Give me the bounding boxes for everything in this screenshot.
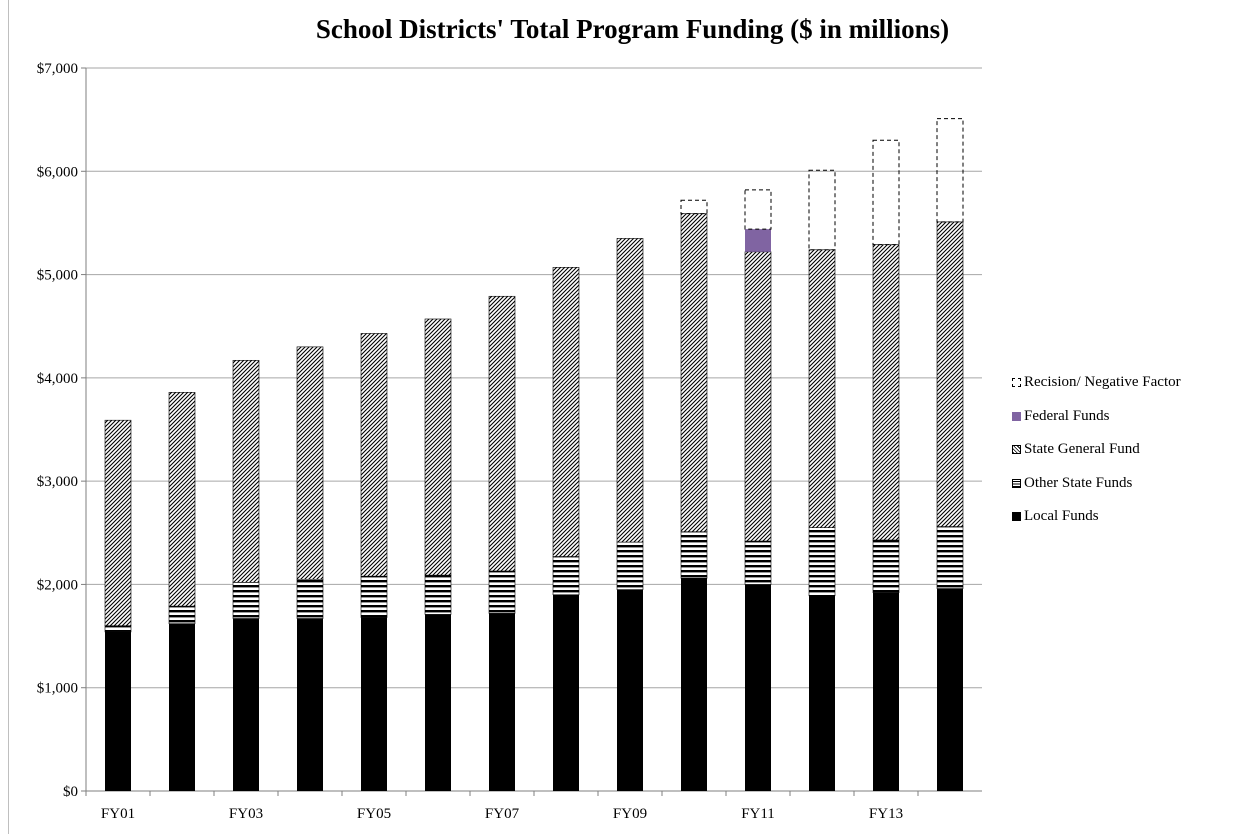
y-tick-label: $3,000 <box>37 474 78 490</box>
x-tick-label: FY03 <box>229 806 263 822</box>
bar-segment-recision-negative-factor <box>680 199 708 215</box>
tick-labels: $0 $1,000 $2,000 $3,000 $4,000 $5,000 $6,000 $7… <box>37 61 903 822</box>
legend-swatch <box>1012 478 1021 488</box>
legend-label: Other State Funds <box>1024 474 1133 491</box>
legend-label: Local Funds <box>1024 508 1099 524</box>
legend-swatch <box>1012 445 1021 455</box>
bar-segment-other-state-funds <box>488 570 516 614</box>
x-tick-label: FY07 <box>485 806 520 822</box>
legend-swatch <box>1012 378 1021 388</box>
bar-segment-local-funds <box>809 595 835 791</box>
x-tick-label: FY05 <box>357 806 391 822</box>
bar-segment-other-state-funds <box>616 541 644 590</box>
bar-segment-state-general-fund <box>360 333 388 577</box>
y-tick-label: $6,000 <box>37 164 78 180</box>
gridlines <box>86 67 982 689</box>
bar-segment-state-general-fund <box>872 244 900 541</box>
bar-segment-state-general-fund <box>488 295 516 572</box>
bar-segment-state-general-fund <box>680 213 708 533</box>
bar-segment-state-general-fund <box>616 238 644 543</box>
chart-title: School Districts' Total Program Funding … <box>315 14 950 44</box>
bar-segment-other-state-funds <box>744 540 772 585</box>
legend-swatch <box>1012 411 1021 421</box>
bar-segment-recision-negative-factor <box>744 189 772 230</box>
y-tick-label: $0 <box>63 784 78 800</box>
chart-frame-border <box>8 0 9 834</box>
x-tick-label: FY11 <box>741 806 775 822</box>
bar-segment-state-general-fund <box>936 221 964 527</box>
x-tick-label: FY01 <box>101 806 135 822</box>
bar-segment-other-state-funds <box>104 625 132 633</box>
bar-segment-local-funds <box>937 588 963 791</box>
bar-segment-federal-funds <box>745 229 771 252</box>
bar-segment-state-general-fund <box>424 318 452 576</box>
bar-segment-state-general-fund <box>296 346 324 580</box>
x-tick-label: FY13 <box>869 806 903 822</box>
bar-segment-recision-negative-factor <box>936 118 964 223</box>
bar-segment-other-state-funds <box>808 527 836 597</box>
bar-segment-state-general-fund <box>744 251 772 542</box>
bar-segment-local-funds <box>489 613 515 791</box>
axes <box>81 67 982 796</box>
legend-item-recision-negative-factor: Recision/ Negative Factor <box>1012 366 1244 400</box>
legend-label: Federal Funds <box>1024 407 1110 424</box>
legend-label: State General Fund <box>1024 441 1140 457</box>
bar-segment-local-funds <box>233 618 259 791</box>
legend-item-federal-funds: Federal Funds <box>1012 400 1244 434</box>
bar-segment-state-general-fund <box>552 267 580 557</box>
y-tick-label: $7,000 <box>37 61 78 77</box>
bar-segment-other-state-funds <box>168 605 196 624</box>
legend-label: Recision/ Negative Factor <box>1024 374 1181 390</box>
bar-segment-state-general-fund <box>808 249 836 528</box>
bar-segment-local-funds <box>169 623 195 791</box>
bar-segment-other-state-funds <box>680 531 708 579</box>
bar-segment-other-state-funds <box>872 539 900 593</box>
x-tick-label: FY09 <box>613 806 647 822</box>
y-tick-label: $5,000 <box>37 268 78 284</box>
y-tick-label: $2,000 <box>37 577 78 593</box>
bar-segment-other-state-funds <box>296 578 324 619</box>
bar-segment-other-state-funds <box>936 526 964 589</box>
bar-segment-state-general-fund <box>168 392 196 607</box>
bar-segment-state-general-fund <box>232 359 260 583</box>
bar-segment-local-funds <box>617 589 643 791</box>
bar-segment-recision-negative-factor <box>872 139 900 246</box>
y-tick-label: $4,000 <box>37 371 78 387</box>
bar-segment-state-general-fund <box>104 419 132 627</box>
bar-segment-other-state-funds <box>232 582 260 619</box>
bar-segment-local-funds <box>745 584 771 791</box>
bar-segment-local-funds <box>681 578 707 791</box>
bar-segment-local-funds <box>297 618 323 791</box>
legend-item-local-funds: Local Funds <box>1012 500 1244 534</box>
bar-segment-local-funds <box>425 614 451 791</box>
legend-item-other-state-funds: Other State Funds <box>1012 467 1244 501</box>
bar-segment-local-funds <box>105 631 131 791</box>
bar-segment-local-funds <box>873 592 899 791</box>
y-tick-label: $1,000 <box>37 681 78 697</box>
bar-segment-other-state-funds <box>552 556 580 596</box>
legend-swatch <box>1012 512 1021 522</box>
bar-segment-other-state-funds <box>360 575 388 618</box>
legend-item-state-general-fund: State General Fund <box>1012 433 1244 467</box>
bar-segment-local-funds <box>553 594 579 791</box>
legend: Recision/ Negative Factor Federal Funds St… <box>1012 366 1244 534</box>
bar-segment-local-funds <box>361 617 387 791</box>
bar-segment-recision-negative-factor <box>808 169 836 251</box>
bars <box>104 118 964 791</box>
bar-segment-other-state-funds <box>424 574 452 615</box>
